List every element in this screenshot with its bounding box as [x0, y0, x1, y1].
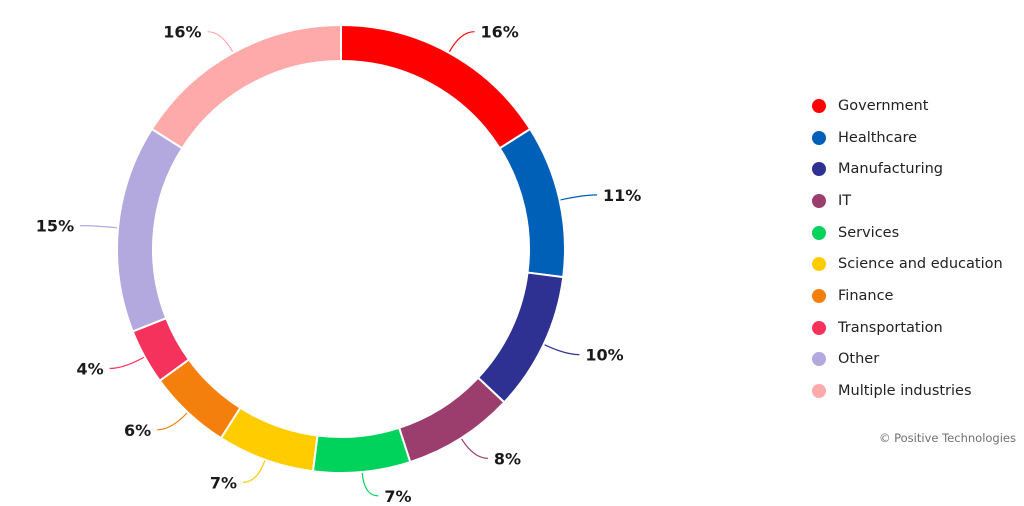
legend-item-government[interactable]: Government [812, 90, 1003, 122]
connector-manufacturing [544, 344, 580, 356]
connector-multiple-industries [207, 31, 234, 53]
value-label-finance: 6% [124, 421, 151, 440]
legend-item-transportation[interactable]: Transportation [812, 312, 1003, 344]
slice-healthcare [498, 127, 566, 279]
legend-item-manufacturing[interactable]: Manufacturing [812, 153, 1003, 185]
legend-item-it[interactable]: IT [812, 185, 1003, 217]
legend-item-services[interactable]: Services [812, 217, 1003, 249]
legend-label: Transportation [838, 319, 943, 336]
chart-legend: Government Healthcare Manufacturing IT Servi… [812, 90, 1003, 407]
legend-item-science-and-education[interactable]: Science and education [812, 248, 1003, 280]
legend-swatch [812, 352, 826, 367]
connector-transportation [109, 356, 145, 370]
legend-item-other[interactable]: Other [812, 344, 1003, 376]
slice-it [397, 376, 506, 464]
legend-label: Government [838, 97, 929, 114]
connector-other [80, 225, 118, 229]
connector-it [461, 438, 488, 459]
legend-swatch [812, 130, 826, 145]
value-label-services: 7% [384, 487, 411, 506]
legend-label: Services [838, 224, 900, 241]
copyright-text: © Positive Technologies [878, 431, 1016, 445]
legend-label: Manufacturing [838, 161, 943, 178]
legend-swatch [812, 288, 826, 303]
value-label-healthcare: 11% [603, 186, 641, 205]
legend-swatch [812, 225, 826, 240]
slice-science-and-education [219, 406, 319, 473]
slice-services [311, 426, 412, 474]
legend-item-finance[interactable]: Finance [812, 280, 1003, 312]
value-label-it: 8% [494, 449, 521, 468]
legend-swatch [812, 98, 826, 113]
connector-services [361, 472, 379, 497]
value-label-science-and-education: 7% [210, 473, 237, 492]
slice-multiple-industries [150, 23, 342, 150]
value-label-other: 15% [36, 217, 74, 236]
legend-label: Multiple industries [838, 383, 972, 400]
value-label-government: 16% [480, 23, 518, 42]
slice-manufacturing [476, 271, 565, 404]
legend-swatch [812, 193, 826, 208]
value-label-transportation: 4% [77, 359, 104, 378]
legend-swatch [812, 384, 826, 399]
connector-finance [157, 412, 188, 431]
connector-science-and-education [242, 460, 266, 483]
legend-swatch [812, 320, 826, 335]
legend-item-healthcare[interactable]: Healthcare [812, 122, 1003, 154]
connector-government [448, 31, 475, 53]
legend-item-multiple-industries[interactable]: Multiple industries [812, 375, 1003, 407]
connector-healthcare [560, 194, 598, 201]
legend-label: Finance [838, 287, 894, 304]
legend-label: Science and education [838, 256, 1003, 273]
legend-label: IT [838, 192, 852, 209]
legend-swatch [812, 162, 826, 177]
value-label-manufacturing: 10% [585, 346, 623, 365]
legend-label: Healthcare [838, 129, 918, 146]
legend-label: Other [838, 351, 880, 368]
legend-swatch [812, 257, 826, 272]
slice-other [116, 127, 184, 333]
slice-government [340, 23, 532, 150]
value-label-multiple-industries: 16% [163, 23, 201, 42]
